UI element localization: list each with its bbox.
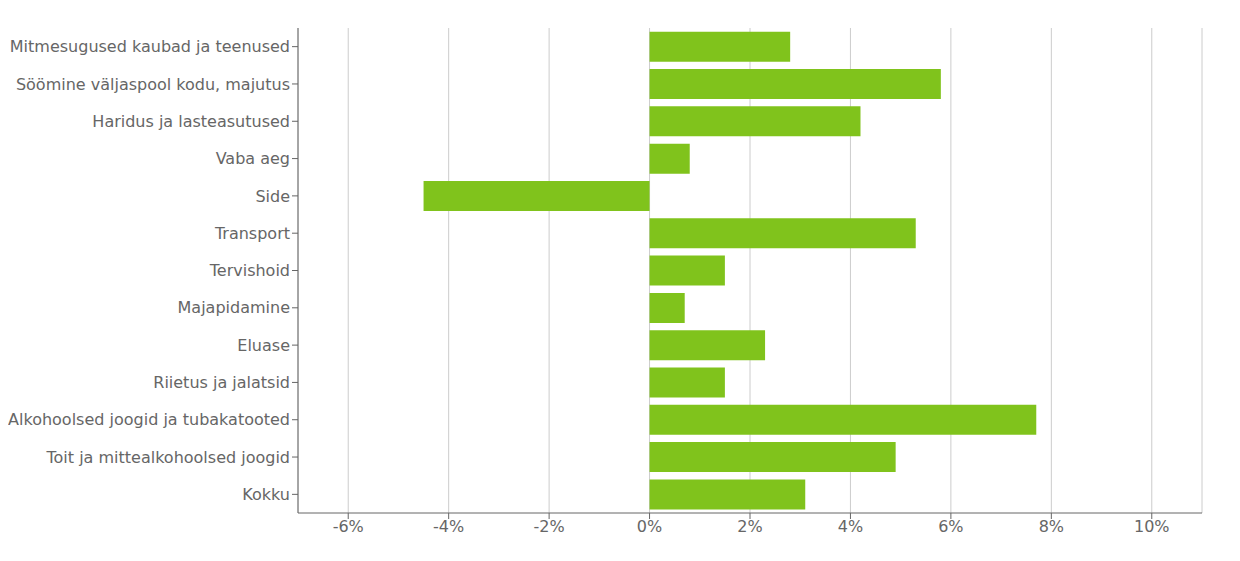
svg-text:Toit ja mittealkohoolsed joogi: Toit ja mittealkohoolsed joogid <box>45 448 290 467</box>
svg-text:4%: 4% <box>838 517 863 536</box>
svg-text:2%: 2% <box>737 517 762 536</box>
svg-text:-2%: -2% <box>534 517 565 536</box>
svg-text:Vaba aeg: Vaba aeg <box>216 149 290 168</box>
svg-text:Tervishoid: Tervishoid <box>209 261 290 280</box>
svg-text:Majapidamine: Majapidamine <box>178 298 290 317</box>
svg-text:-4%: -4% <box>433 517 464 536</box>
svg-text:10%: 10% <box>1134 517 1170 536</box>
svg-text:Transport: Transport <box>214 224 290 243</box>
svg-text:Alkohoolsed joogid ja tubakato: Alkohoolsed joogid ja tubakatooted <box>8 410 290 429</box>
svg-text:Riietus ja jalatsid: Riietus ja jalatsid <box>153 373 290 392</box>
svg-text:-6%: -6% <box>333 517 364 536</box>
svg-text:0%: 0% <box>637 517 662 536</box>
svg-text:6%: 6% <box>938 517 963 536</box>
svg-text:Söömine väljaspool kodu, majut: Söömine väljaspool kodu, majutus <box>16 75 290 94</box>
svg-text:Mitmesugused kaubad ja teenuse: Mitmesugused kaubad ja teenused <box>10 37 290 56</box>
svg-text:Kokku: Kokku <box>242 485 290 504</box>
svg-text:8%: 8% <box>1039 517 1064 536</box>
svg-text:Side: Side <box>255 187 290 206</box>
svg-text:Eluase: Eluase <box>237 336 290 355</box>
svg-text:Haridus ja lasteasutused: Haridus ja lasteasutused <box>92 112 290 131</box>
